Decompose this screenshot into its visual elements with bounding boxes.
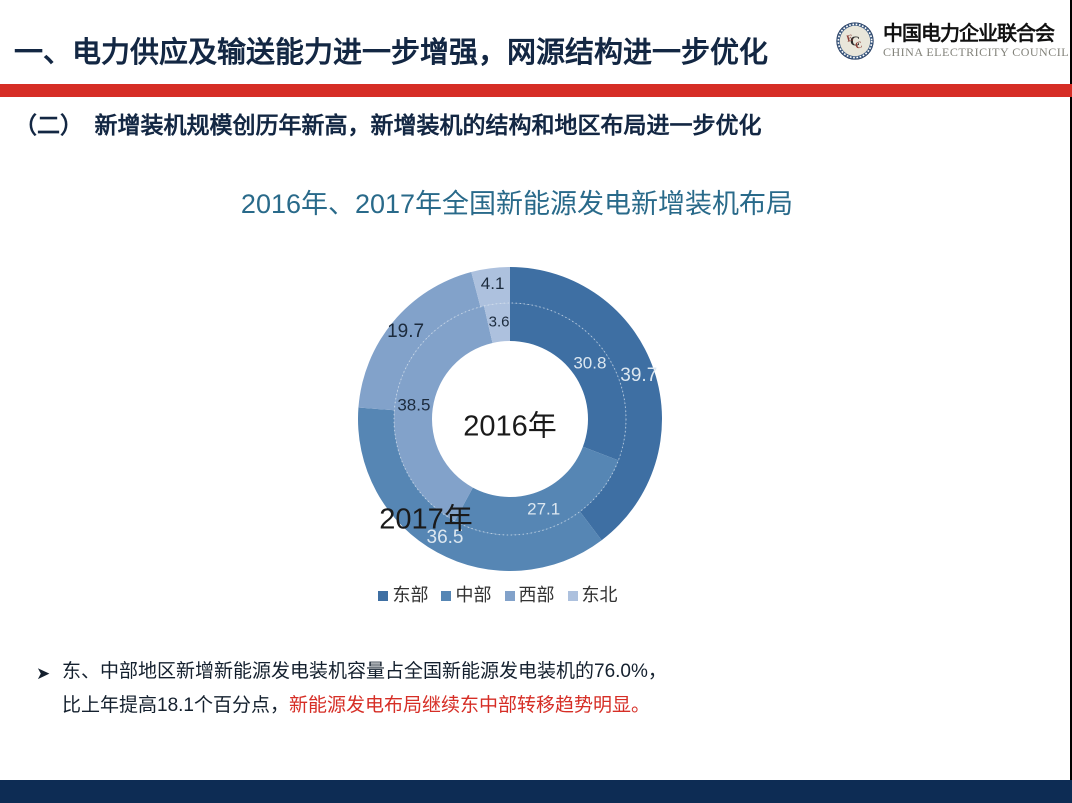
svg-text:27.1: 27.1 xyxy=(527,499,560,518)
svg-text:4.1: 4.1 xyxy=(481,274,505,293)
svg-text:3.6: 3.6 xyxy=(489,314,510,331)
svg-text:2017年: 2017年 xyxy=(379,503,473,536)
svg-text:2016年: 2016年 xyxy=(463,410,557,443)
svg-text:38.5: 38.5 xyxy=(397,395,430,414)
svg-text:30.8: 30.8 xyxy=(573,353,606,372)
svg-text:19.7: 19.7 xyxy=(387,321,424,342)
svg-text:39.7: 39.7 xyxy=(620,365,657,386)
